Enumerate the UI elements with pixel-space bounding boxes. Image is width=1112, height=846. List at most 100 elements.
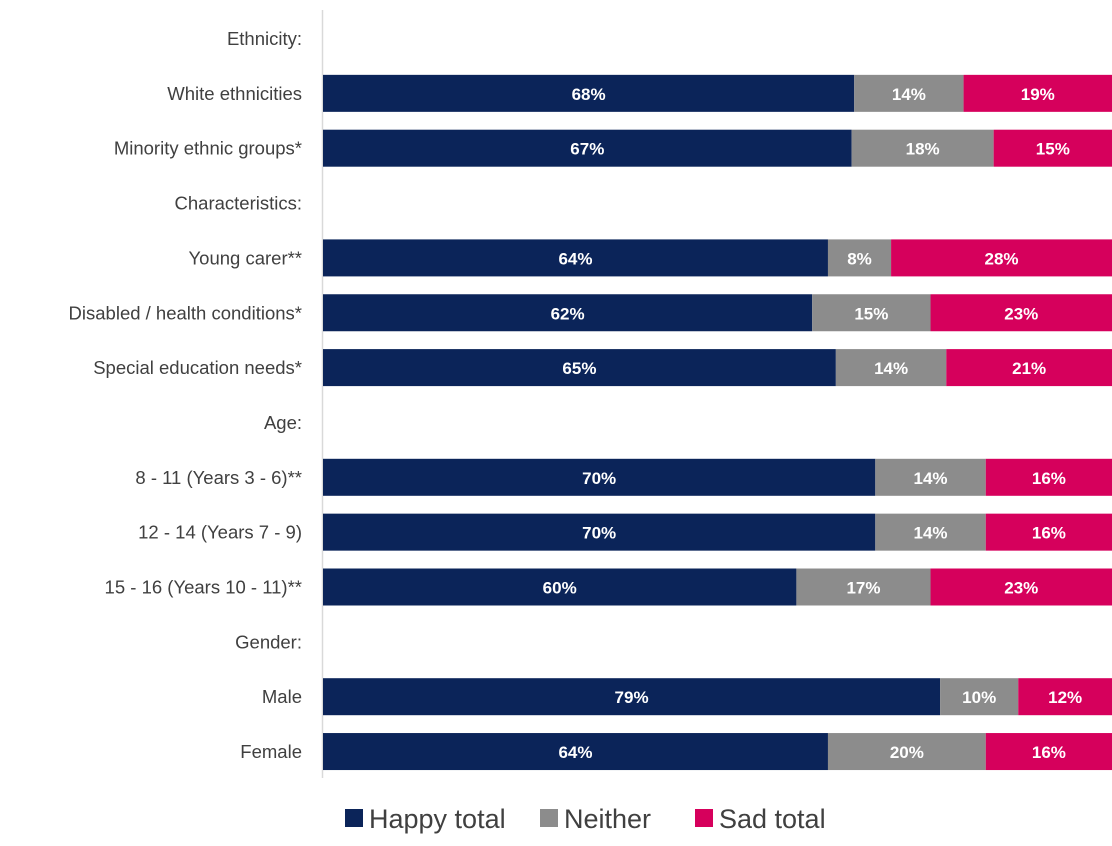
legend: Happy total Neither Sad total <box>345 804 826 834</box>
bar-segment-sad-total <box>985 513 1112 551</box>
bar-segment-neither <box>854 74 964 112</box>
data-label-neither: 10% <box>962 688 996 707</box>
row-heading: Gender: <box>235 631 302 652</box>
data-label-sad-total: 21% <box>1012 359 1046 378</box>
bar-segment-happy-total <box>323 678 941 716</box>
bar-row: Special education needs* 65% 14% 21% <box>93 349 1112 387</box>
data-label-neither: 14% <box>914 524 948 543</box>
category-label: 8 - 11 (Years 3 - 6)** <box>135 467 302 488</box>
data-label-sad-total: 23% <box>1004 579 1038 598</box>
bar-segment-happy-total <box>323 74 855 112</box>
data-label-neither: 14% <box>914 469 948 488</box>
bar-row: Female 64% 20% 16% <box>240 733 1112 771</box>
bar-segment-happy-total <box>323 513 876 551</box>
category-label: 12 - 14 (Years 7 - 9) <box>138 522 302 543</box>
data-label-neither: 15% <box>854 304 888 323</box>
data-label-sad-total: 16% <box>1032 469 1066 488</box>
bar-row: Male 79% 10% 12% <box>262 678 1112 716</box>
bar-segment-sad-total <box>993 129 1112 167</box>
row-heading: Age: <box>264 412 302 433</box>
bar-row: 15 - 16 (Years 10 - 11)** 60% 17% 23% <box>105 568 1112 606</box>
bar-segment-sad-total <box>985 733 1112 771</box>
data-label-happy-total: 62% <box>551 304 585 323</box>
bar-segment-happy-total <box>323 733 828 771</box>
bar-segment-sad-total <box>930 568 1112 606</box>
data-label-happy-total: 79% <box>615 688 649 707</box>
data-label-happy-total: 70% <box>582 524 616 543</box>
data-label-happy-total: 70% <box>582 469 616 488</box>
bar-segment-sad-total <box>946 349 1112 387</box>
bar-segment-neither <box>875 458 986 496</box>
row-heading: Ethnicity: <box>227 28 302 49</box>
data-label-happy-total: 64% <box>558 249 592 268</box>
group-heading-label: Age: <box>264 412 302 433</box>
bar-segment-neither <box>796 568 931 606</box>
bar-row: Young carer** 64% 8% 28% <box>189 239 1112 277</box>
data-label-happy-total: 65% <box>562 359 596 378</box>
bar-segment-sad-total <box>891 239 1112 277</box>
chart-rows: Ethnicity: White ethnicities 68% 14% 19% Mino… <box>69 28 1112 771</box>
data-label-neither: 14% <box>892 85 926 104</box>
category-label: Disabled / health conditions* <box>69 302 302 323</box>
data-label-sad-total: 28% <box>985 249 1019 268</box>
category-label: Female <box>240 741 302 762</box>
legend-swatch <box>695 809 713 827</box>
category-label: White ethnicities <box>167 83 302 104</box>
bar-segment-sad-total <box>963 74 1112 112</box>
legend-item-neither: Neither <box>540 804 651 834</box>
data-label-sad-total: 19% <box>1021 85 1055 104</box>
bar-segment-happy-total <box>323 239 828 277</box>
bar-row: Minority ethnic groups* 67% 18% 15% <box>114 129 1112 167</box>
category-label: Young carer** <box>189 247 302 268</box>
bar-segment-sad-total <box>985 458 1112 496</box>
bar-segment-neither <box>827 733 986 771</box>
data-label-neither: 17% <box>846 579 880 598</box>
bar-segment-neither <box>875 513 986 551</box>
bar-segment-happy-total <box>323 568 797 606</box>
category-label: Minority ethnic groups* <box>114 138 302 159</box>
bar-segment-happy-total <box>323 129 852 167</box>
group-heading-label: Gender: <box>235 631 302 652</box>
legend-swatch <box>540 809 558 827</box>
bar-segment-sad-total <box>1018 678 1112 716</box>
bar-row: White ethnicities 68% 14% 19% <box>167 74 1112 112</box>
bar-segment-happy-total <box>323 294 813 332</box>
data-label-happy-total: 68% <box>572 85 606 104</box>
data-label-happy-total: 64% <box>558 743 592 762</box>
category-label: 15 - 16 (Years 10 - 11)** <box>105 577 302 598</box>
row-heading: Characteristics: <box>175 193 302 214</box>
legend-swatch <box>345 809 363 827</box>
category-label: Special education needs* <box>93 357 302 378</box>
bar-segment-neither <box>851 129 994 167</box>
data-label-sad-total: 23% <box>1004 304 1038 323</box>
group-heading-label: Ethnicity: <box>227 28 302 49</box>
data-label-neither: 20% <box>890 743 924 762</box>
bar-segment-happy-total <box>323 349 836 387</box>
bar-segment-neither <box>940 678 1019 716</box>
group-heading-label: Characteristics: <box>175 193 302 214</box>
data-label-sad-total: 16% <box>1032 524 1066 543</box>
data-label-sad-total: 12% <box>1048 688 1082 707</box>
data-label-neither: 8% <box>847 249 872 268</box>
legend-label: Sad total <box>719 804 826 834</box>
bar-row: Disabled / health conditions* 62% 15% 23% <box>69 294 1112 332</box>
bar-segment-neither <box>827 239 892 277</box>
data-label-happy-total: 60% <box>543 579 577 598</box>
bar-row: 8 - 11 (Years 3 - 6)** 70% 14% 16% <box>135 458 1112 496</box>
category-label: Male <box>262 686 302 707</box>
legend-label: Happy total <box>369 804 506 834</box>
data-label-sad-total: 15% <box>1036 140 1070 159</box>
legend-item-sad-total: Sad total <box>695 804 826 834</box>
data-label-neither: 18% <box>906 140 940 159</box>
data-label-neither: 14% <box>874 359 908 378</box>
legend-label: Neither <box>564 804 651 834</box>
bar-row: 12 - 14 (Years 7 - 9) 70% 14% 16% <box>138 513 1112 551</box>
bar-segment-sad-total <box>930 294 1112 332</box>
bar-segment-happy-total <box>323 458 876 496</box>
data-label-sad-total: 16% <box>1032 743 1066 762</box>
bar-segment-neither <box>835 349 947 387</box>
bar-segment-neither <box>812 294 931 332</box>
legend-item-happy-total: Happy total <box>345 804 506 834</box>
data-label-happy-total: 67% <box>570 140 604 159</box>
